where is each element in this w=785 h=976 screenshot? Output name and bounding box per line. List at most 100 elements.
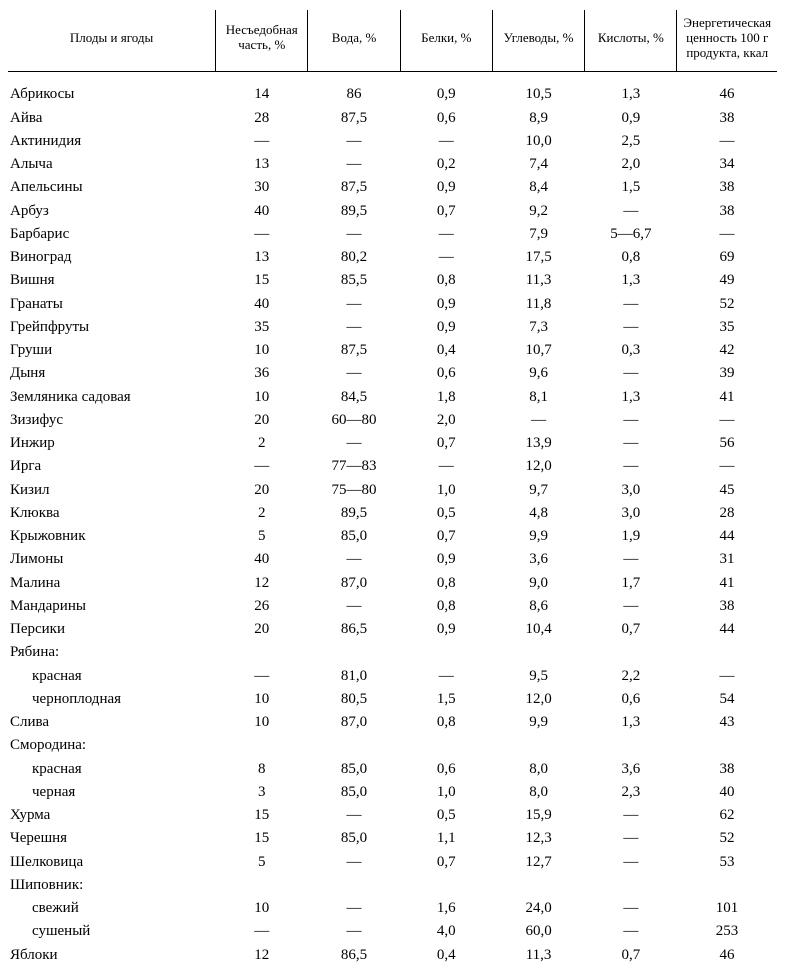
table-row: Шиповник: <box>8 873 777 896</box>
col-header-acids: Кислоты, % <box>585 10 677 71</box>
cell-value: — <box>400 246 492 269</box>
col-header-carbs: Углеводы, % <box>492 10 584 71</box>
cell-value: 0,9 <box>400 83 492 106</box>
cell-value: 10 <box>216 339 308 362</box>
cell-name: Крыжовник <box>8 525 216 548</box>
cell-value: 87,0 <box>308 711 400 734</box>
cell-value: 14 <box>216 83 308 106</box>
cell-value: 46 <box>677 83 777 106</box>
cell-value: — <box>585 199 677 222</box>
cell-value <box>308 873 400 896</box>
cell-name: Виноград <box>8 246 216 269</box>
cell-value: — <box>216 664 308 687</box>
cell-value: 41 <box>677 385 777 408</box>
cell-value: 52 <box>677 292 777 315</box>
cell-name: Груши <box>8 339 216 362</box>
cell-value: 53 <box>677 850 777 873</box>
cell-value: 9,9 <box>492 525 584 548</box>
cell-value: 10 <box>216 711 308 734</box>
cell-value: 0,5 <box>400 804 492 827</box>
cell-value: 15 <box>216 804 308 827</box>
cell-value: 1,3 <box>585 83 677 106</box>
cell-name: Малина <box>8 571 216 594</box>
cell-value: 39 <box>677 362 777 385</box>
cell-value: 10 <box>216 687 308 710</box>
cell-value: 5—6,7 <box>585 222 677 245</box>
cell-value: 0,6 <box>400 106 492 129</box>
cell-value <box>677 873 777 896</box>
cell-value: 85,0 <box>308 757 400 780</box>
table-row: Барбарис———7,95—6,7— <box>8 222 777 245</box>
cell-value: 42 <box>677 339 777 362</box>
table-row: Смородина: <box>8 734 777 757</box>
cell-value: 8 <box>216 757 308 780</box>
cell-name: Хурма <box>8 804 216 827</box>
cell-value: 0,9 <box>400 315 492 338</box>
cell-value <box>216 641 308 664</box>
cell-value: — <box>585 408 677 431</box>
cell-name: Рябина: <box>8 641 216 664</box>
table-row: Малина1287,00,89,01,741 <box>8 571 777 594</box>
cell-value: 3,0 <box>585 478 677 501</box>
cell-value: — <box>216 129 308 152</box>
cell-value: 13 <box>216 153 308 176</box>
cell-value: 0,8 <box>400 711 492 734</box>
cell-name: Грейпфруты <box>8 315 216 338</box>
cell-name: Черешня <box>8 827 216 850</box>
cell-value: — <box>308 129 400 152</box>
cell-value: 81,0 <box>308 664 400 687</box>
cell-name: Арбуз <box>8 199 216 222</box>
cell-value <box>216 734 308 757</box>
cell-name: Шелковица <box>8 850 216 873</box>
table-row: Шелковица5—0,712,7—53 <box>8 850 777 873</box>
table-body: Абрикосы14860,910,51,346Айва2887,50,68,9… <box>8 71 777 966</box>
cell-value: 56 <box>677 432 777 455</box>
cell-name: Слива <box>8 711 216 734</box>
cell-value: 28 <box>216 106 308 129</box>
cell-value <box>492 873 584 896</box>
cell-value: 12 <box>216 571 308 594</box>
cell-value: 52 <box>677 827 777 850</box>
cell-value: 0,7 <box>400 199 492 222</box>
cell-value: 13,9 <box>492 432 584 455</box>
cell-value <box>308 734 400 757</box>
cell-value: 9,0 <box>492 571 584 594</box>
cell-value: — <box>308 432 400 455</box>
table-row: Хурма15—0,515,9—62 <box>8 804 777 827</box>
cell-value: 38 <box>677 594 777 617</box>
cell-value: 35 <box>216 315 308 338</box>
cell-value: — <box>677 664 777 687</box>
cell-value: 3,6 <box>585 757 677 780</box>
cell-value: 8,0 <box>492 757 584 780</box>
cell-value: 87,5 <box>308 106 400 129</box>
cell-value: 9,2 <box>492 199 584 222</box>
cell-value: 87,0 <box>308 571 400 594</box>
col-header-water: Вода, % <box>308 10 400 71</box>
cell-value: 86,5 <box>308 618 400 641</box>
cell-value: — <box>585 920 677 943</box>
cell-value: 0,8 <box>400 269 492 292</box>
cell-value: 0,9 <box>400 292 492 315</box>
cell-value: 7,3 <box>492 315 584 338</box>
cell-value: 69 <box>677 246 777 269</box>
table-row: Клюква289,50,54,83,028 <box>8 501 777 524</box>
cell-value: 12,3 <box>492 827 584 850</box>
cell-name: Вишня <box>8 269 216 292</box>
cell-value: 60—80 <box>308 408 400 431</box>
cell-value: 10,4 <box>492 618 584 641</box>
cell-value: — <box>677 455 777 478</box>
cell-name: Персики <box>8 618 216 641</box>
cell-value: 17,5 <box>492 246 584 269</box>
table-row: Гранаты40—0,911,8—52 <box>8 292 777 315</box>
cell-value: 41 <box>677 571 777 594</box>
cell-value: 8,6 <box>492 594 584 617</box>
cell-name: Инжир <box>8 432 216 455</box>
cell-value: 85,5 <box>308 269 400 292</box>
table-row: Грейпфруты35—0,97,3—35 <box>8 315 777 338</box>
cell-name: Барбарис <box>8 222 216 245</box>
cell-value: 87,5 <box>308 339 400 362</box>
cell-name: Кизил <box>8 478 216 501</box>
table-row: красная885,00,68,03,638 <box>8 757 777 780</box>
table-row: Актинидия———10,02,5— <box>8 129 777 152</box>
cell-value: 20 <box>216 408 308 431</box>
